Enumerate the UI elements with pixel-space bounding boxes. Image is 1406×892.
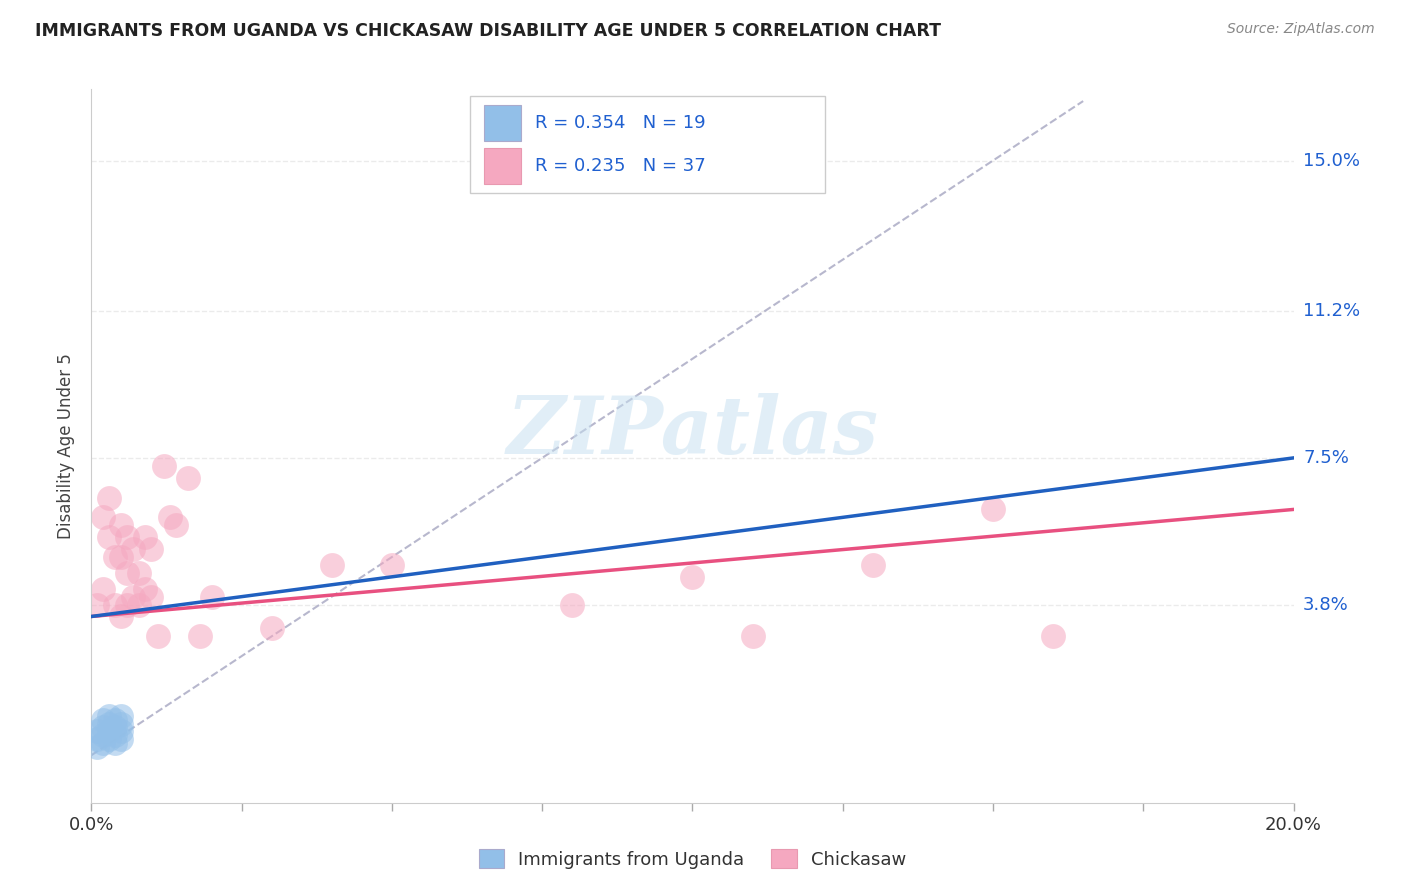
Legend: Immigrants from Uganda, Chickasaw: Immigrants from Uganda, Chickasaw	[471, 842, 914, 876]
FancyBboxPatch shape	[470, 96, 825, 193]
Point	[93, 736, 115, 750]
Point	[152, 458, 174, 473]
Point	[862, 558, 884, 572]
Point	[146, 629, 169, 643]
Text: 11.2%: 11.2%	[1303, 302, 1360, 320]
Y-axis label: Disability Age Under 5: Disability Age Under 5	[58, 353, 76, 539]
Point	[117, 598, 139, 612]
Point	[1042, 629, 1064, 643]
Point	[98, 724, 121, 739]
Point	[98, 732, 121, 747]
Text: IMMIGRANTS FROM UGANDA VS CHICKASAW DISABILITY AGE UNDER 5 CORRELATION CHART: IMMIGRANTS FROM UGANDA VS CHICKASAW DISA…	[35, 22, 941, 40]
Point	[104, 721, 127, 735]
Text: 15.0%: 15.0%	[1303, 152, 1360, 169]
Text: Source: ZipAtlas.com: Source: ZipAtlas.com	[1227, 22, 1375, 37]
Point	[981, 502, 1004, 516]
Point	[561, 598, 583, 612]
Text: R = 0.354   N = 19: R = 0.354 N = 19	[534, 114, 706, 132]
Point	[381, 558, 404, 572]
Point	[134, 530, 156, 544]
Point	[110, 724, 132, 739]
Point	[86, 724, 108, 739]
Point	[104, 713, 127, 727]
Point	[122, 590, 145, 604]
Point	[104, 736, 127, 750]
Point	[134, 582, 156, 596]
Point	[110, 732, 132, 747]
Point	[98, 530, 121, 544]
Point	[141, 542, 163, 557]
Text: R = 0.235   N = 37: R = 0.235 N = 37	[534, 157, 706, 175]
Point	[741, 629, 763, 643]
Point	[98, 491, 121, 505]
Point	[110, 708, 132, 723]
Point	[93, 713, 115, 727]
Point	[122, 542, 145, 557]
Point	[159, 510, 181, 524]
Point	[117, 530, 139, 544]
Point	[321, 558, 343, 572]
Point	[86, 598, 108, 612]
Point	[128, 566, 150, 580]
Point	[86, 732, 108, 747]
Point	[98, 716, 121, 731]
Point	[117, 566, 139, 580]
Point	[201, 590, 224, 604]
Point	[110, 518, 132, 533]
Point	[104, 728, 127, 742]
Point	[110, 716, 132, 731]
Text: 7.5%: 7.5%	[1303, 449, 1348, 467]
Point	[93, 510, 115, 524]
Point	[188, 629, 211, 643]
Point	[176, 471, 198, 485]
Point	[110, 549, 132, 564]
Point	[93, 582, 115, 596]
Point	[141, 590, 163, 604]
Point	[128, 598, 150, 612]
FancyBboxPatch shape	[485, 148, 520, 184]
FancyBboxPatch shape	[485, 105, 520, 141]
Point	[86, 740, 108, 755]
Text: 3.8%: 3.8%	[1303, 596, 1348, 614]
Point	[165, 518, 187, 533]
Point	[98, 708, 121, 723]
Point	[104, 549, 127, 564]
Point	[93, 728, 115, 742]
Text: ZIPatlas: ZIPatlas	[506, 393, 879, 470]
Point	[104, 598, 127, 612]
Point	[93, 721, 115, 735]
Point	[260, 621, 283, 635]
Point	[110, 609, 132, 624]
Point	[681, 570, 703, 584]
